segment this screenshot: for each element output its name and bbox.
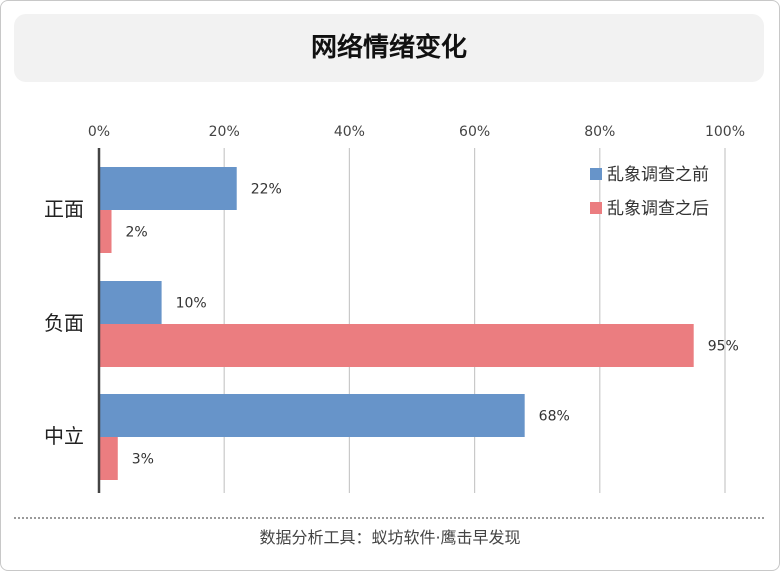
x-tick-label: 0% — [88, 124, 110, 140]
x-axis-tick-labels: 0% 20% 40% 60% 80% 100% — [88, 124, 745, 140]
footer-source: 数据分析工具：蚁坊软件·鹰击早发现 — [259, 528, 521, 547]
x-tick-label: 60% — [459, 124, 490, 140]
bar — [99, 210, 112, 253]
category-label: 正面 — [44, 197, 84, 221]
title-banner: 网络情绪变化 — [14, 14, 764, 82]
legend-label: 乱象调查之后 — [607, 199, 709, 219]
data-label: 22% — [251, 182, 282, 198]
legend-label: 乱象调查之前 — [607, 165, 709, 185]
bar — [99, 437, 118, 480]
bar — [99, 281, 162, 324]
x-tick-label: 100% — [705, 124, 745, 140]
x-tick-label: 40% — [334, 124, 365, 140]
bar — [99, 394, 525, 437]
data-label: 68% — [539, 409, 570, 425]
legend-swatch — [590, 168, 602, 180]
data-label: 95% — [708, 339, 739, 355]
data-label: 2% — [126, 225, 148, 241]
legend-swatch — [590, 202, 602, 214]
data-label: 3% — [132, 452, 154, 468]
bar — [99, 324, 694, 367]
footer-divider — [14, 517, 764, 519]
x-tick-label: 80% — [584, 124, 615, 140]
bar — [99, 167, 237, 210]
x-tick-label: 20% — [209, 124, 240, 140]
category-label: 负面 — [44, 311, 84, 335]
bars — [99, 167, 694, 480]
data-label: 10% — [176, 296, 207, 312]
data-labels: 22% 2% 10% 95% 68% 3% — [126, 182, 739, 468]
chart-title: 网络情绪变化 — [310, 33, 467, 63]
category-label: 中立 — [44, 424, 84, 448]
